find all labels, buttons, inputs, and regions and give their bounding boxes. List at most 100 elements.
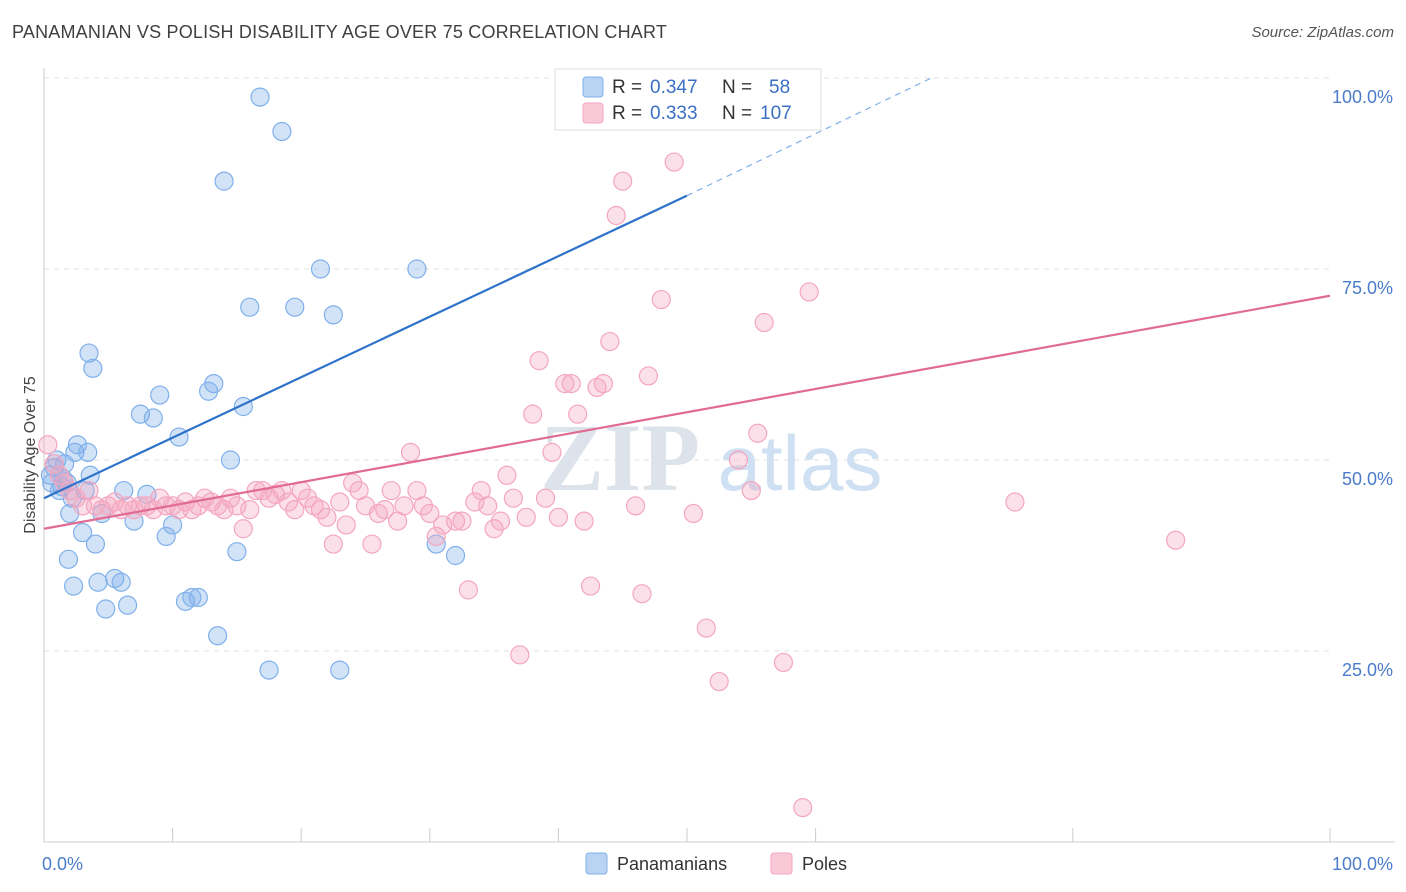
poles-point — [478, 496, 498, 516]
poles-point — [323, 534, 343, 554]
watermark: ZIP atlas — [540, 404, 882, 511]
poles-point — [600, 331, 620, 352]
poles-point — [1005, 492, 1025, 512]
y-tick-label: 50.0% — [1342, 469, 1393, 489]
axes — [43, 68, 1395, 843]
panamanians-point — [63, 576, 84, 596]
poles-point — [561, 374, 581, 394]
poles-point — [664, 152, 684, 172]
tick-labels: 25.0% 50.0% 75.0% 100.0% 0.0% 100.0% — [42, 87, 1393, 874]
poles-point — [516, 507, 536, 527]
poles-point — [381, 480, 401, 501]
panamanians-point — [67, 435, 88, 455]
panamanians-point — [111, 572, 131, 592]
poles-point — [433, 515, 453, 535]
legend-r-label-1: R = — [612, 77, 642, 98]
legend-n-label-2: N = — [722, 103, 752, 124]
legend-swatch-pink — [582, 102, 604, 124]
panamanians-point — [220, 450, 241, 470]
poles-point — [458, 580, 478, 600]
poles-point — [728, 450, 749, 470]
poles-point — [240, 500, 260, 520]
bottom-legend-label-poles: Poles — [802, 854, 847, 874]
poles-point — [696, 618, 716, 638]
panamanians-point — [156, 526, 176, 547]
bottom-legend-swatch-poles — [770, 852, 793, 875]
panamanians-point — [330, 660, 350, 680]
y-tick-label: 75.0% — [1342, 278, 1393, 298]
bottom-legend: Panamanians Poles — [585, 852, 847, 875]
y-axis-label: Disability Age Over 75 — [22, 376, 39, 534]
panamanians-trend-line — [43, 194, 688, 500]
poles-point — [330, 492, 350, 512]
poles-point — [548, 507, 569, 527]
poles-point — [799, 282, 819, 302]
poles-point — [683, 503, 704, 524]
source-label: Source: ZipAtlas.com — [1251, 24, 1394, 41]
bottom-legend-label-panamanians: Panamanians — [617, 854, 727, 874]
poles-point — [233, 519, 253, 539]
panamanians-point — [250, 87, 270, 107]
poles-point — [227, 496, 247, 516]
poles-point — [593, 374, 614, 394]
poles-point — [413, 496, 433, 516]
panamanians-point — [117, 595, 138, 615]
poles-point — [375, 500, 395, 520]
poles-point — [298, 488, 318, 508]
watermark-atlas: atlas — [718, 419, 883, 507]
poles-point — [362, 534, 382, 554]
chart-title: PANAMANIAN VS POLISH DISABILITY AGE OVER… — [12, 22, 668, 42]
legend-r-label-2: R = — [612, 103, 642, 124]
poles-point — [497, 465, 517, 485]
poles-point — [465, 492, 485, 512]
panamanians-point — [407, 259, 427, 279]
poles-point — [394, 496, 414, 516]
panamanians-point — [204, 374, 224, 394]
panamanians-point — [130, 404, 151, 424]
poles-point — [214, 500, 234, 520]
legend-n-value-2: 107 — [760, 103, 792, 124]
panamanians-point — [208, 626, 228, 646]
y-tick-label: 25.0% — [1342, 660, 1393, 680]
poles-point — [44, 454, 64, 474]
poles-point — [490, 511, 511, 531]
panamanians-point — [310, 259, 331, 279]
poles-point — [105, 492, 125, 512]
panamanians-point — [72, 522, 93, 543]
poles-point — [748, 423, 768, 443]
poles-point — [445, 511, 466, 531]
legend-swatch-blue — [582, 76, 604, 98]
poles-point — [420, 503, 440, 524]
panamanians-point — [88, 572, 108, 592]
poles-point — [426, 526, 446, 547]
gridlines — [44, 77, 1330, 652]
poles-point — [606, 205, 626, 226]
poles-point — [317, 507, 337, 527]
poles-point — [38, 435, 58, 455]
panamanians-point — [285, 297, 305, 317]
panamanians-point — [323, 305, 343, 325]
panamanians-trend-extension — [686, 77, 932, 197]
legend-n-label-1: N = — [722, 77, 752, 98]
watermark-zip: ZIP — [540, 404, 700, 511]
trend-lines — [43, 77, 1331, 530]
poles-point — [285, 500, 305, 520]
poles-point — [535, 488, 556, 508]
poles-point — [503, 488, 523, 508]
panamanians-point — [445, 545, 466, 566]
panamanians-point — [96, 599, 116, 619]
poles-trend-line — [43, 294, 1331, 530]
poles-point — [510, 645, 530, 665]
poles-point — [452, 511, 472, 531]
panamanians-point — [150, 385, 170, 405]
panamanians-point — [143, 408, 163, 428]
poles-point — [741, 480, 761, 501]
poles-point — [542, 442, 562, 462]
poles-point — [574, 511, 594, 531]
panamanians-point — [78, 442, 98, 462]
poles-point — [632, 584, 652, 604]
panamanians-point — [182, 587, 202, 608]
poles-point — [625, 496, 646, 516]
poles-point — [529, 351, 549, 371]
